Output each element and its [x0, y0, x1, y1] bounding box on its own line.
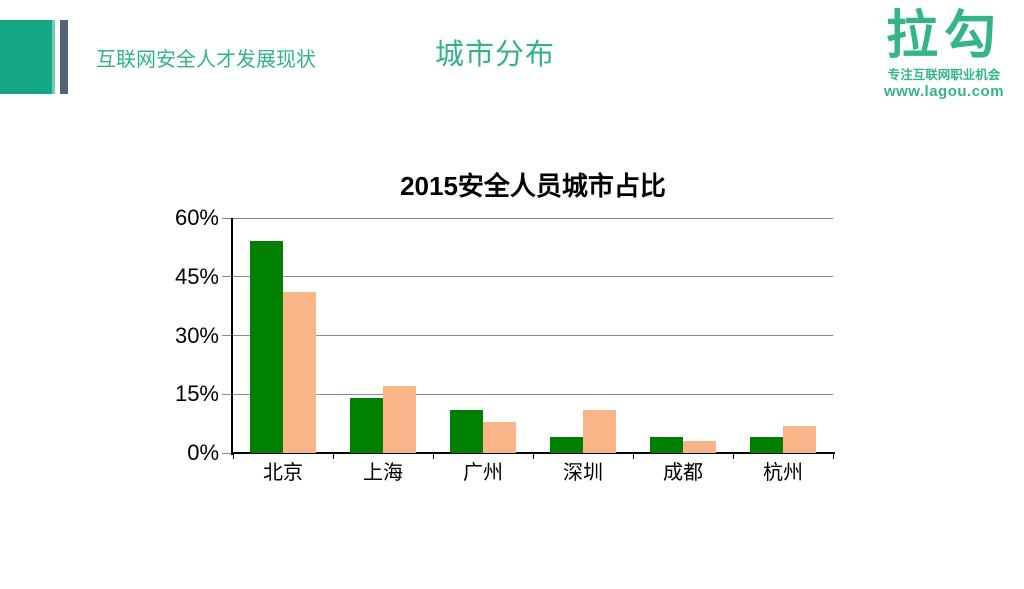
- logo-wordmark: 拉勾: [885, 7, 1002, 65]
- y-tick-60: [222, 217, 233, 219]
- x-axis-tick: [733, 454, 734, 459]
- bar-series-green-深圳: [550, 437, 583, 453]
- chart-title: 2015安全人员城市占比: [400, 171, 666, 201]
- logo-url: www.lagou.com: [883, 83, 1005, 100]
- x-axis-tick: [633, 454, 634, 459]
- bar-chart-plot: 0% 15% 30% 45% 60% 北京 上海 广州 深圳 成都 杭州: [175, 205, 835, 484]
- gridline-60: [233, 217, 833, 219]
- x-category-label: 广州: [463, 462, 503, 484]
- bar-series-peach-北京: [283, 292, 316, 453]
- y-tick-label-45: 45%: [174, 263, 219, 289]
- x-axis-tick: [333, 454, 334, 459]
- bar-series-peach-成都: [683, 441, 716, 453]
- x-axis-line: [231, 452, 835, 454]
- bar-series-peach-上海: [383, 386, 416, 453]
- header-accent-bar: [60, 20, 68, 94]
- header-accent-edge: [52, 20, 55, 94]
- x-category-label: 杭州: [763, 462, 803, 484]
- header-accent-block: [0, 20, 52, 94]
- x-axis-tick: [433, 454, 434, 459]
- x-axis-tick: [833, 454, 834, 459]
- y-tick-label-0: 0%: [187, 440, 219, 465]
- bar-series-green-上海: [350, 398, 383, 453]
- gridline-30: [233, 335, 833, 336]
- bar-series-green-成都: [650, 437, 683, 453]
- y-tick-45: [222, 276, 233, 278]
- y-axis-line: [231, 218, 233, 455]
- x-category-label: 成都: [663, 462, 703, 484]
- section-label: 互联网安全人才发展现状: [96, 49, 316, 71]
- bar-series-peach-深圳: [583, 410, 616, 453]
- bar-series-peach-广州: [483, 422, 516, 453]
- y-tick-30: [222, 335, 233, 336]
- logo-tagline: 专注互联网职业机会: [887, 68, 1001, 82]
- y-tick-15: [222, 393, 233, 395]
- x-axis-tick: [233, 454, 234, 459]
- bar-series-peach-杭州: [783, 426, 816, 453]
- y-tick-label-30: 30%: [174, 322, 219, 348]
- y-tick-0: [222, 452, 233, 454]
- x-axis-tick: [533, 454, 534, 459]
- bar-series-green-北京: [250, 241, 283, 453]
- x-category-label: 上海: [363, 462, 403, 484]
- lagou-logo: 拉勾 专注互联网职业机会 www.lagou.com: [872, 10, 1016, 99]
- y-tick-label-60: 60%: [174, 205, 219, 230]
- bar-series-green-广州: [450, 410, 483, 453]
- gridline-15: [233, 393, 833, 395]
- y-tick-label-15: 15%: [174, 381, 219, 407]
- page-title: 城市分布: [435, 39, 556, 71]
- gridline-45: [233, 276, 833, 278]
- x-category-label: 深圳: [563, 462, 603, 484]
- bar-series-green-杭州: [750, 437, 783, 453]
- x-category-label: 北京: [263, 462, 303, 484]
